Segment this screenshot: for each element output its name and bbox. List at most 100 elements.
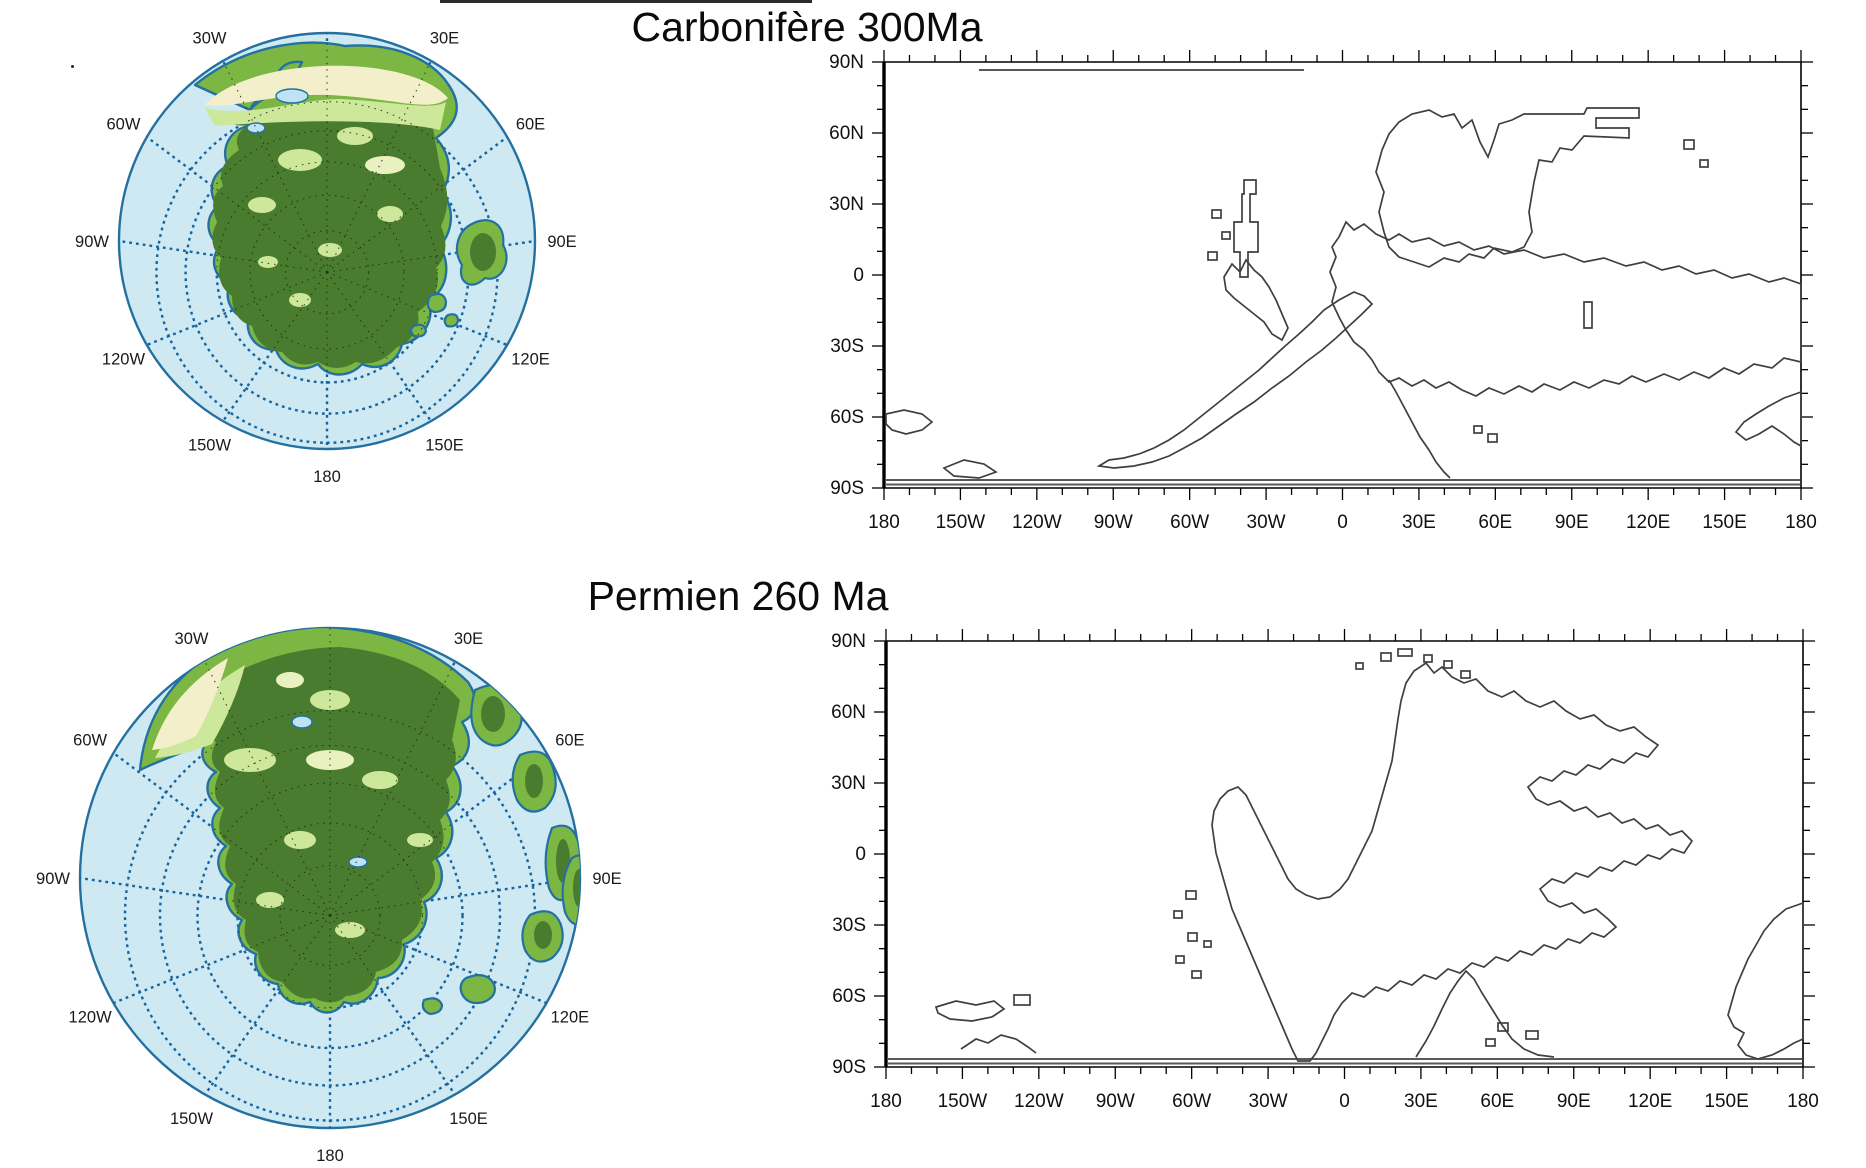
y-tick-label: 90S: [830, 478, 864, 499]
globe-rim-label: 180: [313, 468, 341, 486]
islet: [1397, 648, 1413, 657]
land-elevation-spot: [407, 833, 433, 847]
x-tick-label: 150W: [936, 512, 986, 533]
scan-artifact-dot: [71, 65, 74, 68]
lake: [348, 856, 368, 868]
south-land-strip: [885, 479, 1800, 486]
island-core: [481, 696, 505, 732]
islet: [1173, 910, 1183, 919]
islet: [1525, 1030, 1539, 1040]
land-elevation-spot: [289, 293, 311, 307]
islet: [1380, 652, 1392, 662]
islet: [1187, 932, 1198, 942]
x-tick-label: 60E: [1480, 1091, 1514, 1112]
y-tick-label: 90N: [829, 52, 864, 73]
globe-graticule-land: [195, 42, 457, 375]
map-carboniferous: 180 150W 120W 90W 60W 30W 0 30E 60E 90E 120E 150E 18…: [829, 50, 1817, 533]
x-tick-label: 0: [1337, 512, 1348, 533]
y-tick-label: 30N: [831, 773, 866, 794]
coastline-open: [960, 1034, 1037, 1054]
land-highland-band: [205, 99, 446, 130]
coastline-open: [1415, 969, 1555, 1058]
land-elevation-spot: [318, 243, 342, 257]
x-tick-label: 90E: [1557, 1091, 1591, 1112]
coastline-closed: [1727, 901, 1804, 1060]
globe-rim-label: 120W: [69, 1009, 113, 1027]
land-core: [191, 647, 461, 1003]
coastline-closed: [942, 459, 998, 479]
islet: [1207, 251, 1218, 261]
globe-rim-label: 90W: [36, 870, 70, 888]
coastline-open: [1388, 379, 1451, 479]
globe-rim-label: 120E: [511, 351, 550, 369]
lake: [275, 88, 309, 104]
south-land-strip: [887, 1058, 1802, 1065]
lake: [246, 122, 266, 134]
globe-rim-label: 150W: [170, 1110, 214, 1128]
y-tick-label: 0: [855, 844, 866, 865]
land-elevation-spot: [335, 922, 365, 938]
y-axis-labels: 90N 60N 30N 0 30S 60S 90S: [831, 631, 866, 1078]
x-axis-labels: 180 150W 120W 90W 60W 30W 0 30E 60E 90E 120E 150E 18…: [868, 512, 1817, 533]
island: [421, 997, 444, 1016]
islet: [1355, 662, 1364, 670]
x-tick-label: 120E: [1626, 512, 1670, 533]
map-ticks: [874, 629, 1815, 1079]
globe-carboniferous: 30W 30E 60W 60E 90W 90E 120W 120E 150W 150E 180: [75, 29, 577, 486]
x-tick-label: 120W: [1012, 512, 1062, 533]
land-elevation-spot: [276, 672, 304, 688]
x-tick-label: 180: [1787, 1091, 1819, 1112]
panel-title-carboniferous: Carbonifère 300Ma: [631, 4, 983, 50]
y-tick-label: 60N: [829, 123, 864, 144]
globe-rim-label: 60E: [516, 116, 545, 134]
y-tick-label: 60S: [830, 407, 864, 428]
land-elevation-spot: [377, 206, 403, 222]
islet: [1221, 231, 1231, 240]
x-tick-label: 0: [1339, 1091, 1350, 1112]
islet: [1473, 425, 1483, 434]
islet: [1460, 670, 1471, 679]
map-frame: [882, 61, 1802, 489]
x-tick-label: 120E: [1628, 1091, 1672, 1112]
globe-rim-labels: 30W 30E 60W 60E 90W 90E 120W 120E 150W 150E 180: [75, 29, 577, 486]
x-tick-label: 150E: [1702, 512, 1746, 533]
land-highland-cream: [152, 658, 228, 750]
x-tick-label: 90E: [1555, 512, 1589, 533]
globe-rim-label: 30E: [430, 29, 459, 47]
y-tick-label: 30N: [829, 194, 864, 215]
globe-rim-label: 60W: [73, 732, 107, 750]
islet: [1683, 139, 1695, 150]
coastline-closed: [1233, 179, 1259, 278]
y-tick-label: 90S: [832, 1057, 866, 1078]
y-tick-label: 30S: [830, 336, 864, 357]
x-tick-label: 90W: [1094, 512, 1133, 533]
globe-rim-label: 60E: [555, 732, 584, 750]
islet: [1699, 159, 1709, 168]
x-axis-labels: 180 150W 120W 90W 60W 30W 0 30E 60E 90E 120E 150E 18…: [870, 1091, 1819, 1112]
globe-rim-label: 30W: [175, 630, 209, 648]
land-elevation-spot: [248, 197, 276, 213]
y-tick-label: 0: [853, 265, 864, 286]
coastline-closed: [1375, 107, 1640, 268]
y-axis-labels: 90N 60N 30N 0 30S 60S 90S: [829, 52, 864, 499]
panel-title-permian: Permien 260 Ma: [587, 573, 889, 619]
globe-rim-label: 90W: [75, 233, 109, 251]
islet: [1443, 660, 1453, 669]
x-tick-label: 180: [870, 1091, 902, 1112]
coastline-closed: [1583, 301, 1593, 329]
y-tick-label: 60S: [832, 986, 866, 1007]
globe-rim-label: 150E: [449, 1110, 488, 1128]
x-tick-label: 90W: [1096, 1091, 1135, 1112]
lake: [291, 715, 313, 729]
coastline-closed: [1734, 390, 1802, 448]
coastline-closed: [1329, 220, 1802, 397]
coastline-closed: [1211, 661, 1694, 1062]
islet: [1487, 433, 1498, 443]
globe-rim-label: 30W: [193, 29, 227, 47]
land-elevation-spot: [278, 149, 322, 171]
x-tick-label: 180: [1785, 512, 1817, 533]
globe-rim-label: 120W: [102, 351, 146, 369]
x-tick-label: 30E: [1402, 512, 1436, 533]
land-highland-cream: [205, 65, 448, 106]
island: [409, 323, 428, 338]
